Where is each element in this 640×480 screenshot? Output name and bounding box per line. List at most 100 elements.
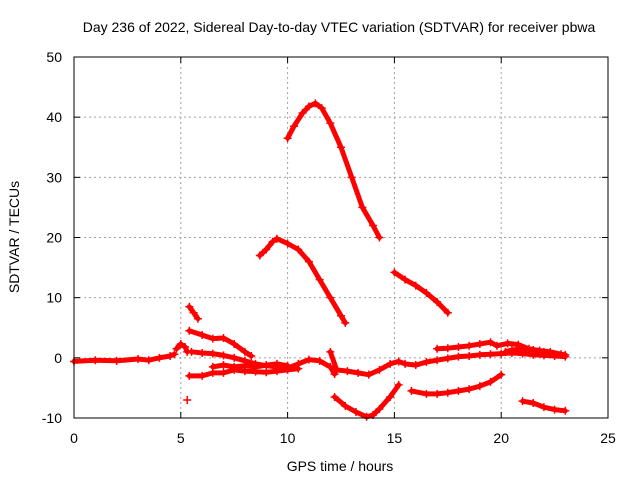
y-tick-label: 50 <box>46 49 62 65</box>
y-tick-label: -10 <box>42 410 62 426</box>
y-tick-label: 30 <box>46 169 62 185</box>
data-point <box>268 237 277 246</box>
x-tick-label: 0 <box>70 430 78 446</box>
data-point <box>294 245 303 254</box>
grid-lines <box>74 57 608 418</box>
data-point <box>507 346 516 355</box>
data-point <box>386 359 395 368</box>
data-point <box>375 233 384 242</box>
data-point <box>362 412 371 421</box>
data-point <box>283 134 292 143</box>
series-arc-d <box>185 364 303 380</box>
data-point <box>219 351 228 360</box>
data-point <box>390 268 399 277</box>
data-point <box>443 354 452 363</box>
data-point <box>341 318 350 327</box>
data-point <box>262 361 271 370</box>
data-point <box>272 359 281 368</box>
series-arc-e <box>208 359 292 371</box>
data-point <box>465 341 474 350</box>
data-point <box>170 350 179 359</box>
data-point <box>198 349 207 358</box>
data-point <box>364 370 373 379</box>
data-point <box>454 352 463 361</box>
data-point <box>386 392 395 401</box>
data-point <box>433 344 442 353</box>
series-arc-h <box>326 347 570 379</box>
data-point <box>251 362 260 371</box>
data-point <box>341 401 350 410</box>
data-point <box>422 288 431 297</box>
data-point <box>185 302 194 311</box>
data-point <box>394 357 403 366</box>
data-point <box>185 326 194 335</box>
data-point <box>304 257 313 266</box>
data-point <box>112 356 121 365</box>
y-tick-label: 10 <box>46 290 62 306</box>
data-point <box>326 119 335 128</box>
data-point <box>337 143 345 152</box>
y-tick-label: 0 <box>54 350 62 366</box>
data-point <box>561 406 570 415</box>
data-point <box>375 365 384 374</box>
series-trace <box>391 269 451 316</box>
series-arc-g <box>283 99 384 242</box>
data-point <box>411 281 420 290</box>
data-point <box>208 349 217 358</box>
data-point <box>433 297 442 306</box>
data-point <box>219 333 228 342</box>
data-point <box>454 386 463 395</box>
data-point <box>230 339 239 348</box>
data-point <box>283 239 292 248</box>
data-point <box>501 347 510 356</box>
data-point <box>240 347 249 356</box>
data-point <box>134 355 143 364</box>
data-point <box>394 380 403 389</box>
data-point <box>315 275 324 284</box>
data-point <box>294 364 303 373</box>
y-axis-label: SDTVAR / TECUs <box>6 181 22 293</box>
series-arc-k <box>407 370 506 398</box>
x-tick-label: 15 <box>387 430 403 446</box>
data-point <box>401 359 410 368</box>
data-point <box>375 404 384 413</box>
data-point <box>311 99 320 108</box>
data-point <box>166 352 175 361</box>
data-point <box>198 330 207 339</box>
data-point <box>503 339 512 348</box>
data-point <box>561 350 570 359</box>
series-arc-b <box>185 326 256 361</box>
data-point <box>475 339 484 348</box>
x-axis-label: GPS time / hours <box>287 458 394 474</box>
series-arc-a <box>185 302 202 323</box>
data-point <box>337 311 345 320</box>
data-point <box>181 343 190 352</box>
data-point <box>304 355 313 364</box>
data-point <box>185 371 194 380</box>
data-point <box>330 392 339 401</box>
data-point <box>433 356 442 365</box>
data-point <box>465 352 474 361</box>
data-point <box>208 362 217 371</box>
data-point <box>358 203 367 212</box>
data-point <box>443 308 452 317</box>
data-point <box>422 358 431 367</box>
axis-ticks: 0 5 10 15 20 25 -10 0 10 20 30 40 50 <box>42 49 616 446</box>
data-point <box>454 343 463 352</box>
data-point <box>230 362 239 371</box>
x-tick-label: 10 <box>280 430 296 446</box>
series-arc-f <box>255 234 350 327</box>
data-point <box>518 344 527 353</box>
data-point <box>443 344 452 353</box>
data-point <box>486 338 495 347</box>
series-trace <box>285 100 382 240</box>
data-point <box>369 221 378 230</box>
data-point <box>272 367 281 376</box>
data-point <box>193 314 202 323</box>
data-point <box>290 122 299 131</box>
series-arc-j <box>390 268 452 317</box>
x-tick-label: 20 <box>493 430 509 446</box>
data-point <box>91 356 100 365</box>
data-point <box>272 234 281 243</box>
